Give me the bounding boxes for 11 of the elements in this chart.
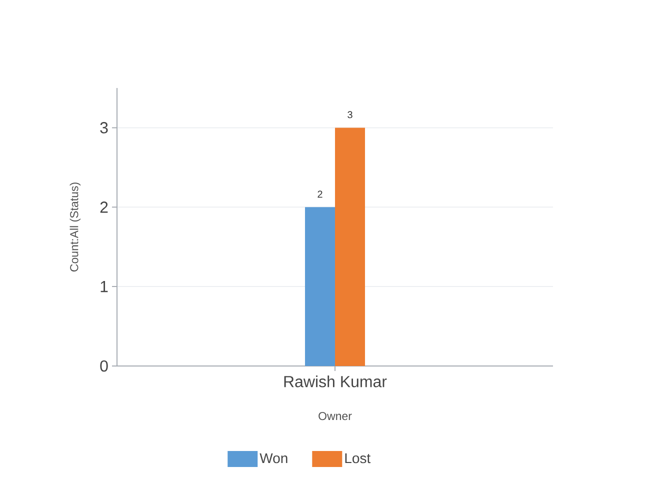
data-label: 3 — [348, 111, 352, 118]
y-tick-label: 1 — [100, 281, 108, 292]
x-tick-label: Rawish Kumar — [284, 376, 387, 388]
x-axis-title: Owner — [318, 412, 352, 420]
y-axis-title: Count:All (Status) — [70, 182, 81, 272]
y-tick-label: 3 — [100, 122, 108, 134]
y-tick-label: 0 — [100, 360, 108, 372]
y-tick-label: 2 — [100, 202, 108, 213]
data-label: 2 — [318, 190, 322, 198]
legend-label: Won — [260, 453, 288, 464]
legend-label: Lost — [345, 453, 371, 464]
